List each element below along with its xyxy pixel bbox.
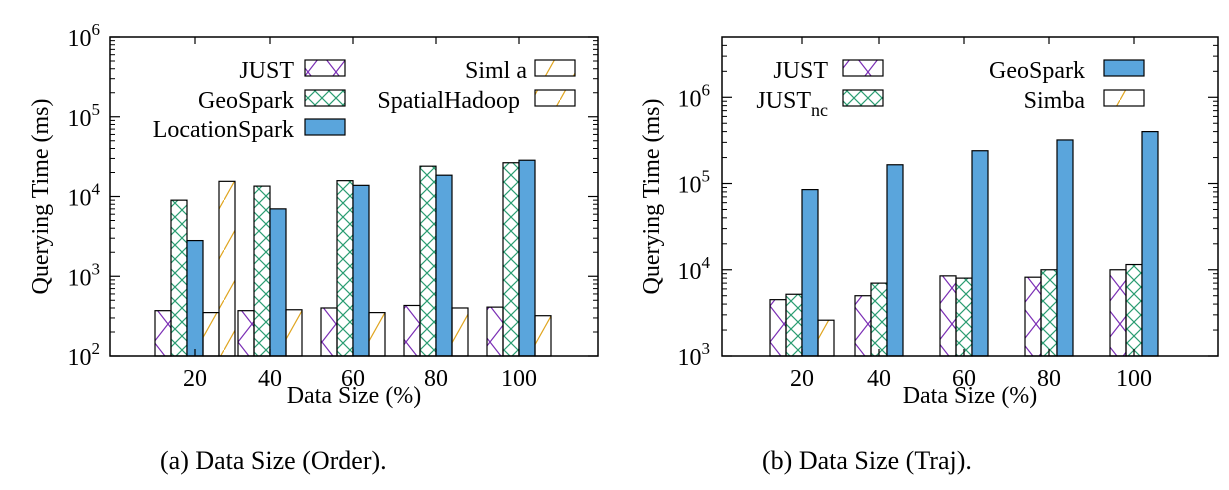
x-tick-label: 60 bbox=[952, 366, 976, 392]
y-axis-label: Querying Time (ms) bbox=[28, 98, 54, 294]
x-tick-label: 20 bbox=[183, 366, 207, 392]
bar-0-80 bbox=[1024, 276, 1042, 357]
chart-traj: 20 40 60 80 100 103 104 105 106 Data Size (%) Quer… bbox=[639, 36, 1219, 409]
x-tick-label: 60 bbox=[341, 366, 365, 392]
bar-2-60 bbox=[352, 184, 370, 357]
bar-0-40 bbox=[237, 310, 255, 357]
x-tick-label: 40 bbox=[258, 366, 282, 392]
bar-1-60 bbox=[336, 180, 354, 357]
chart-order: 20 40 60 80 100 102 103 104 105 106 Data Size (%) Q… bbox=[28, 20, 599, 409]
y-tick-label: 102 bbox=[68, 339, 101, 371]
x-tick-label: 80 bbox=[424, 366, 448, 392]
legend-label: Siml a bbox=[465, 58, 527, 84]
bar-0-80 bbox=[403, 304, 421, 357]
bar-2-20 bbox=[801, 189, 819, 357]
x-tick-label: 100 bbox=[501, 366, 537, 392]
bar-0-40 bbox=[854, 295, 872, 357]
bar-1-100 bbox=[1125, 263, 1143, 357]
plot-frame bbox=[721, 36, 1219, 357]
legend-label: LocationSpark bbox=[153, 117, 294, 143]
y-axis-label: Querying Time (ms) bbox=[639, 98, 665, 294]
legend-label: GeoSpark bbox=[198, 88, 294, 114]
bar-2-60 bbox=[971, 150, 989, 357]
y-tick-label: 105 bbox=[678, 167, 711, 199]
x-tick-label: 20 bbox=[790, 366, 814, 392]
legend-swatch bbox=[534, 89, 576, 107]
caption-traj: (b) Data Size (Traj). bbox=[762, 446, 972, 475]
y-tick-label: 103 bbox=[678, 339, 711, 371]
y-tick-label: 103 bbox=[68, 259, 101, 291]
bar-1-40 bbox=[253, 185, 271, 357]
bar-2-100 bbox=[518, 159, 536, 357]
x-tick-label: 100 bbox=[1116, 366, 1152, 392]
bar-2-80 bbox=[435, 174, 453, 357]
bar-2-40 bbox=[886, 164, 904, 357]
bar-0-20 bbox=[769, 299, 787, 357]
legend-swatch bbox=[842, 89, 884, 107]
bar-2-80 bbox=[1056, 139, 1074, 357]
x-axis-label: Data Size (%) bbox=[287, 383, 422, 409]
legend-swatch bbox=[534, 59, 576, 77]
bar-0-60 bbox=[939, 275, 957, 357]
bar-2-100 bbox=[1141, 130, 1159, 357]
bar-0-100 bbox=[1109, 269, 1127, 357]
y-tick-label: 106 bbox=[678, 80, 711, 112]
bar-3-20 bbox=[202, 312, 220, 357]
bar-1-40 bbox=[870, 282, 888, 357]
x-tick-label: 40 bbox=[867, 366, 891, 392]
bar-2-20 bbox=[186, 239, 204, 357]
bar-0-60 bbox=[320, 307, 338, 357]
legend-label: JUSTnc bbox=[756, 88, 828, 120]
plot-frame bbox=[109, 36, 599, 357]
bar-1-60 bbox=[955, 277, 973, 357]
caption-order: (a) Data Size (Order). bbox=[160, 446, 387, 475]
bar-1-80 bbox=[419, 165, 437, 357]
bar-3-60 bbox=[368, 312, 386, 357]
bar-3-40 bbox=[285, 309, 303, 357]
bar-2-40 bbox=[269, 208, 287, 357]
x-axis-label: Data Size (%) bbox=[903, 383, 1038, 409]
bar-3-80 bbox=[451, 307, 469, 357]
bar-4-20 bbox=[218, 180, 236, 357]
y-tick-label: 105 bbox=[68, 100, 101, 132]
y-tick-label: 104 bbox=[68, 180, 101, 212]
y-tick-label: 104 bbox=[678, 253, 711, 285]
legend-label: SpatialHadoop bbox=[377, 88, 520, 114]
legend-swatch bbox=[304, 118, 346, 136]
legend-label: JUST bbox=[239, 58, 294, 84]
legend-swatch bbox=[304, 89, 346, 107]
legend-swatch bbox=[1103, 59, 1145, 77]
bar-3-20 bbox=[817, 319, 835, 357]
x-tick-label: 80 bbox=[1037, 366, 1061, 392]
legend-label: Simba bbox=[1024, 88, 1086, 114]
bar-1-80 bbox=[1040, 269, 1058, 357]
bar-0-100 bbox=[486, 306, 504, 357]
legend-swatch bbox=[842, 59, 884, 77]
legend-label: GeoSpark bbox=[989, 58, 1085, 84]
legend-swatch bbox=[304, 59, 346, 77]
bar-3-100 bbox=[534, 315, 552, 357]
legend-label: JUST bbox=[773, 58, 828, 84]
bar-0-20 bbox=[154, 310, 172, 357]
bar-1-100 bbox=[502, 162, 520, 357]
legend-swatch bbox=[1103, 89, 1145, 107]
bar-1-20 bbox=[170, 199, 188, 357]
y-tick-label: 106 bbox=[68, 20, 101, 52]
bar-1-20 bbox=[785, 293, 803, 357]
